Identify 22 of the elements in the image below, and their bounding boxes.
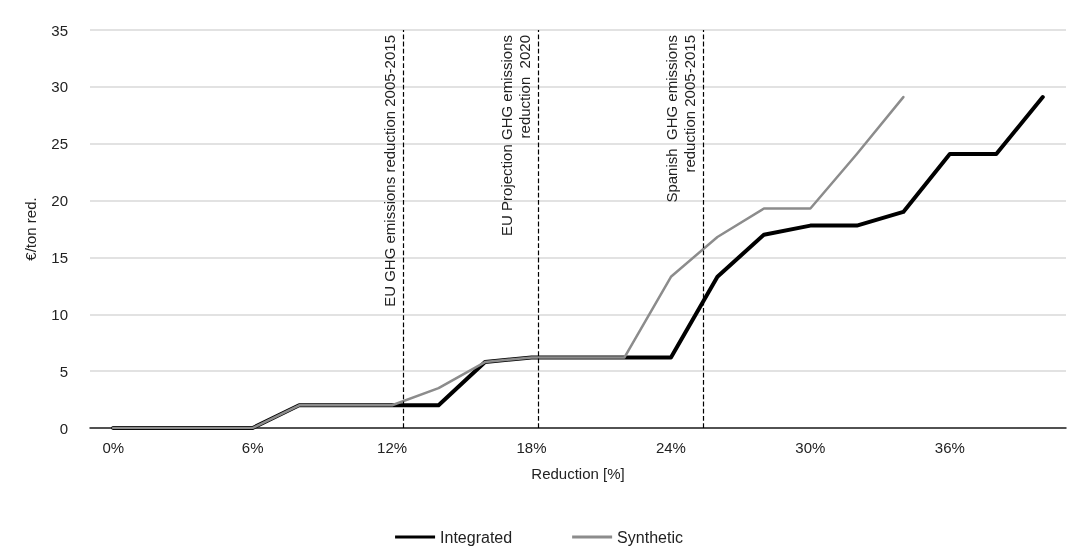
x-tick-label: 36% — [934, 439, 965, 456]
x-tick-label: 24% — [655, 439, 686, 456]
ref-line-label: EU GHG emissions reduction 2005-2015 — [381, 35, 399, 307]
legend-label: Synthetic — [617, 528, 683, 546]
x-tick-label: 0% — [102, 439, 125, 456]
x-tick-label: 18% — [516, 439, 547, 456]
x-tick-label: 30% — [795, 439, 826, 456]
y-tick-label: 0 — [59, 419, 68, 437]
x-axis-title: Reduction [%] — [531, 465, 625, 482]
y-tick-label: 25 — [51, 135, 68, 153]
legend-label: Integrated — [440, 528, 513, 546]
y-tick-label: 20 — [51, 192, 68, 210]
ref-line-label: EU Projection GHG emissions reduction 2020 — [498, 35, 533, 236]
y-tick-label: 15 — [51, 248, 68, 266]
y-tick-label: 5 — [59, 362, 68, 380]
x-tick-label: 12% — [377, 439, 408, 456]
ref-line-label: Spanish GHG emissions reduction 2005-2015 — [662, 35, 698, 203]
y-tick-label: 10 — [51, 305, 68, 323]
y-axis-title: €/ton red. — [22, 197, 39, 261]
x-tick-label: 6% — [241, 439, 264, 456]
y-tick-label: 35 — [51, 21, 68, 39]
y-tick-label: 30 — [51, 78, 68, 96]
